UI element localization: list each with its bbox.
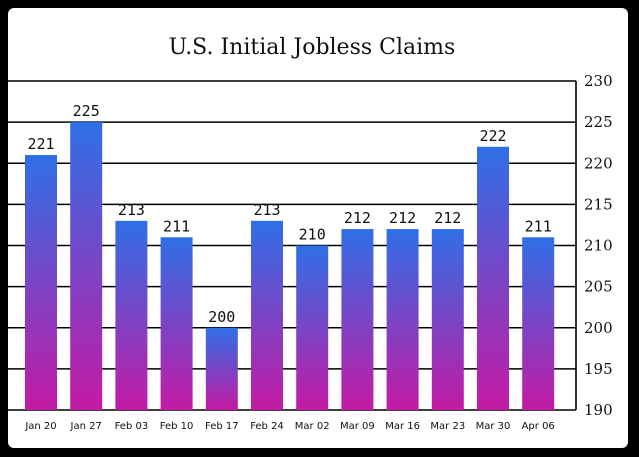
bar	[205, 327, 238, 410]
bar	[251, 220, 283, 410]
data-label: 212	[344, 209, 371, 227]
x-tick-label: Feb 10	[160, 421, 194, 432]
y-tick-label: 210	[584, 237, 613, 255]
y-axis: 190 195 200 205 210 215 220 225 230	[584, 72, 613, 419]
bar	[341, 229, 374, 410]
bar	[70, 122, 103, 410]
x-tick-label: Feb 17	[205, 421, 239, 432]
x-tick-label: Feb 03	[115, 421, 149, 432]
y-tick-label: 220	[584, 154, 613, 172]
data-label: 212	[389, 209, 416, 227]
bar	[160, 237, 193, 410]
x-tick-label: Apr 06	[522, 421, 555, 432]
data-label: 213	[118, 201, 145, 219]
data-label: 213	[253, 201, 280, 219]
data-label: 200	[208, 308, 235, 326]
bar	[431, 229, 464, 410]
x-tick-label: Mar 09	[340, 421, 375, 432]
x-tick-label: Feb 24	[250, 421, 284, 432]
x-tick-label: Jan 20	[24, 421, 56, 432]
x-tick-label: Jan 27	[70, 421, 102, 432]
chart: U.S. Initial Jobless Claims 190 195 200 205…	[8, 35, 613, 432]
data-label: 221	[27, 135, 54, 153]
bar	[522, 237, 555, 410]
data-label: 222	[479, 127, 506, 145]
x-tick-label: Mar 23	[430, 421, 465, 432]
bars	[25, 122, 555, 411]
y-tick-label: 190	[584, 401, 613, 419]
x-tick-label: Mar 16	[385, 421, 420, 432]
x-axis: Jan 20 Jan 27 Feb 03 Feb 10 Feb 17 Feb 24 Mar …	[24, 421, 554, 432]
data-label: 211	[525, 217, 552, 235]
y-tick-label: 225	[584, 113, 613, 131]
x-tick-label: Mar 02	[295, 421, 330, 432]
data-labels: 221 225 213 211 200 213 210 212 212 212 222 211	[27, 102, 551, 326]
bar	[115, 220, 148, 410]
data-label: 211	[163, 217, 190, 235]
data-label: 225	[73, 102, 100, 120]
data-label: 212	[434, 209, 461, 227]
y-tick-label: 205	[584, 278, 613, 296]
y-tick-label: 230	[584, 72, 613, 90]
chart-frame: U.S. Initial Jobless Claims 190 195 200 205…	[8, 8, 628, 448]
x-tick-label: Mar 30	[476, 421, 511, 432]
bar	[296, 245, 329, 410]
bar	[477, 146, 509, 411]
y-tick-label: 200	[584, 319, 613, 337]
y-tick-label: 195	[584, 360, 613, 378]
bar	[25, 155, 57, 410]
y-tick-label: 215	[584, 195, 613, 213]
data-label: 210	[299, 226, 326, 244]
chart-title: U.S. Initial Jobless Claims	[169, 35, 456, 60]
gridlines	[8, 80, 577, 411]
bar	[386, 229, 419, 410]
